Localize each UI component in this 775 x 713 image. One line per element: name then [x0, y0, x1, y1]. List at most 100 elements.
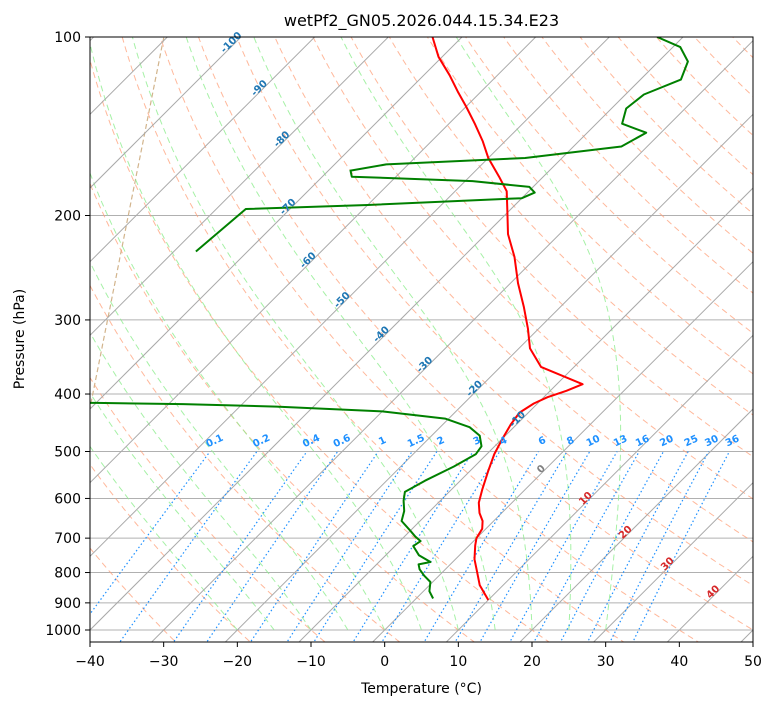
- moist-adiabat: [185, 37, 496, 631]
- outer-curve: [90, 37, 165, 412]
- y-tick-label: 700: [54, 531, 81, 547]
- x-tick-label: 30: [597, 654, 615, 670]
- mixing-ratio-line: [381, 451, 501, 642]
- mixing-ratio-label: 16: [634, 433, 651, 449]
- x-tick-label: −40: [75, 654, 105, 670]
- mixing-ratio-label: 36: [724, 433, 741, 449]
- mixing-ratio-label: 1: [377, 435, 388, 448]
- y-axis-label: Pressure (hPa): [12, 289, 28, 389]
- background-lines: [90, 37, 753, 642]
- mixing-ratio-line: [559, 451, 665, 642]
- mixing-ratio-label: 25: [683, 433, 700, 449]
- moist-adiabat: [90, 331, 312, 631]
- y-tick-label: 900: [54, 596, 81, 612]
- mixing-ratio-line: [454, 451, 568, 642]
- dry-adiabat: [121, 37, 625, 642]
- sounding-line: [90, 401, 483, 599]
- dry-adiabat: [426, 37, 753, 375]
- dry-adiabat: [503, 37, 753, 294]
- skewed-isotherm: [371, 260, 753, 642]
- x-tick-label: −10: [296, 654, 326, 670]
- moist-adiabat: [90, 445, 238, 631]
- moist-adiabat: [90, 41, 422, 631]
- mixing-ratio-label: 8: [565, 435, 576, 448]
- skewed-isotherm: [150, 39, 753, 642]
- dry-adiabat: [236, 37, 753, 587]
- mixing-ratio-line: [423, 451, 540, 642]
- sounding-line: [195, 37, 689, 253]
- mixing-ratio-line: [286, 451, 413, 642]
- mixing-ratio-line: [313, 451, 438, 642]
- mixing-ratio-label: 30: [703, 433, 720, 449]
- x-axis-label: Temperature (°C): [360, 681, 482, 697]
- sounding-line: [431, 37, 584, 601]
- mixing-ratio-line: [119, 451, 258, 642]
- x-tick-label: 40: [670, 654, 688, 670]
- mixing-ratio-label: 4: [498, 435, 509, 448]
- x-tick-label: −20: [223, 654, 253, 670]
- y-tick-label: 600: [54, 491, 81, 507]
- y-tick-label: 200: [54, 209, 81, 225]
- x-tick-label: 50: [744, 654, 762, 670]
- skewed-isotherm: [90, 37, 611, 558]
- x-tick-label: 20: [523, 654, 541, 670]
- moist-adiabat: [253, 37, 533, 630]
- skewed-isotherm: [90, 37, 316, 263]
- mixing-ratio-line: [479, 451, 591, 642]
- y-tick-label: 300: [54, 313, 81, 329]
- tick-layer: −40 −30 −20 −10 0 10 20 30 40 50 100 200 300 400 500 60…: [45, 30, 762, 670]
- y-tick-label: 400: [54, 387, 81, 403]
- moist-adiabat: [90, 260, 349, 631]
- mixing-ratio-label: 10: [585, 433, 602, 449]
- skewed-isotherm: [90, 37, 242, 189]
- series-layer: [90, 37, 689, 601]
- skewed-isotherm: [90, 37, 684, 631]
- mixing-ratio-label: 3: [472, 435, 483, 448]
- moist-adiabat: [455, 37, 622, 631]
- dry-adiabat: [90, 463, 252, 642]
- skewed-isotherm: [90, 37, 537, 484]
- mixing-ratio-line: [533, 451, 640, 642]
- dry-adiabat: [274, 37, 753, 543]
- skewed-isotherm: [519, 408, 753, 642]
- dry-adiabat: [90, 376, 326, 642]
- moist-adiabat: [340, 37, 572, 631]
- x-tick-label: 0: [380, 654, 389, 670]
- mixing-ratio-line: [206, 451, 339, 642]
- dry-adiabat: [90, 284, 401, 642]
- skewed-isotherm: [298, 187, 753, 642]
- mixing-ratio-label: 13: [612, 433, 629, 449]
- y-tick-label: 800: [54, 566, 81, 582]
- dry-adiabat: [197, 37, 753, 631]
- dry-adiabat: [388, 37, 753, 416]
- dry-adiabat: [90, 547, 177, 642]
- dry-adiabat: [312, 37, 753, 500]
- y-tick-label: 500: [54, 444, 81, 460]
- moist-adiabat: [131, 37, 459, 631]
- skewed-isotherm: [90, 37, 463, 410]
- skewed-isotherm: [90, 37, 390, 337]
- mixing-ratio-line: [586, 451, 689, 642]
- skewed-isotherm: [224, 113, 753, 642]
- mixing-ratio-label: 20: [658, 433, 675, 449]
- skewed-isotherm: [445, 334, 753, 642]
- y-tick-label: 100: [54, 30, 81, 46]
- moist-adiabat: [90, 171, 386, 631]
- dry-adiabat: [90, 58, 550, 642]
- moist-adiabat: [90, 391, 275, 631]
- mixing-ratio-label: 2: [436, 435, 447, 448]
- mixing-ratio-label: 6: [537, 435, 548, 448]
- x-tick-label: −30: [149, 654, 179, 670]
- dry-adiabat: [465, 37, 753, 334]
- dry-adiabat: [159, 37, 700, 642]
- plot-frame: [89, 36, 754, 643]
- chart-title: wetPf2_GN05.2026.044.15.34.E23: [284, 11, 559, 31]
- x-tick-label: 10: [449, 654, 467, 670]
- mixing-ratio-line: [249, 451, 379, 642]
- mixing-ratio-line: [352, 451, 474, 642]
- y-tick-label: 1000: [45, 623, 81, 639]
- skewed-isotherm: [592, 481, 753, 642]
